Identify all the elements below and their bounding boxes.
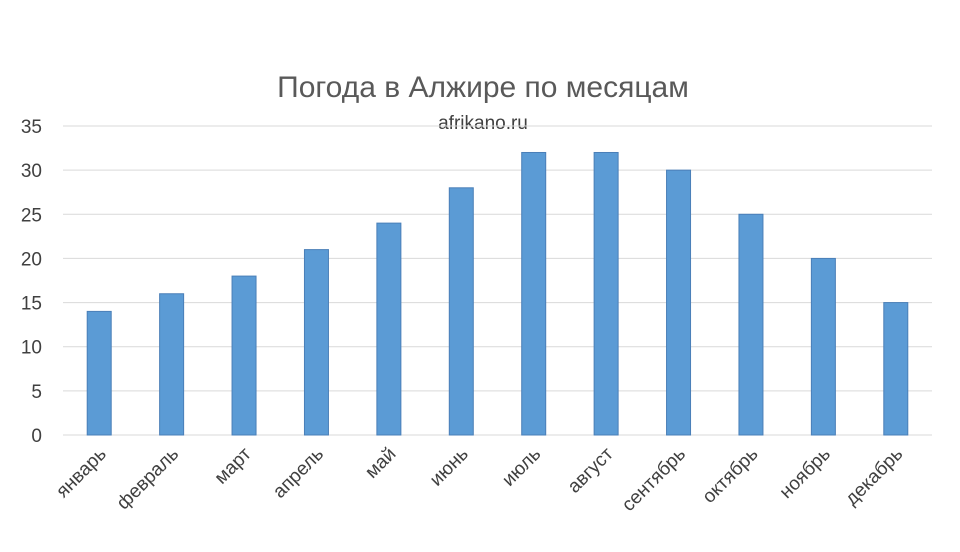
y-axis-ticks: 0 5 10 15 20 25 30 35 (21, 117, 42, 447)
y-tick-label: 25 (21, 205, 42, 226)
x-tick-label: декабрь (841, 444, 907, 510)
bar-11 (810, 257, 836, 436)
x-tick-label: октябрь (699, 444, 763, 508)
y-tick-label: 35 (21, 117, 42, 138)
bar-8 (593, 151, 619, 436)
x-axis-ticks: январь февраль март апрель май июнь июль август… (52, 443, 907, 515)
x-tick-label: январь (52, 444, 111, 503)
y-tick-label: 5 (31, 382, 42, 403)
bar-9 (666, 169, 692, 436)
x-tick-label: июнь (426, 444, 473, 491)
y-tick-label: 0 (31, 426, 42, 447)
bar-1 (86, 310, 112, 436)
bar-4 (303, 249, 329, 436)
bar-3 (231, 275, 257, 436)
x-tick-label: ноябрь (776, 444, 835, 503)
x-tick-label: сентябрь (618, 444, 690, 516)
x-tick-label: март (211, 443, 256, 488)
chart-title: Погода в Алжире по месяцам (277, 71, 689, 104)
x-tick-label: август (564, 443, 618, 497)
x-tick-label: май (361, 444, 400, 483)
bar-7 (521, 151, 547, 436)
y-tick-label: 30 (21, 161, 42, 182)
bar-10 (738, 213, 764, 436)
x-tick-label: апрель (269, 444, 328, 503)
bars (86, 151, 909, 436)
gridlines (63, 125, 932, 436)
x-tick-label: февраль (113, 444, 183, 514)
x-tick-label: июль (498, 444, 545, 491)
y-tick-label: 20 (21, 249, 42, 270)
watermark-text: afrikano.ru (438, 113, 528, 134)
bar-12 (883, 302, 909, 436)
bar-2 (159, 293, 185, 436)
y-tick-label: 10 (21, 338, 42, 359)
y-tick-label: 15 (21, 294, 42, 315)
bar-6 (448, 187, 474, 436)
bar-5 (376, 222, 402, 436)
